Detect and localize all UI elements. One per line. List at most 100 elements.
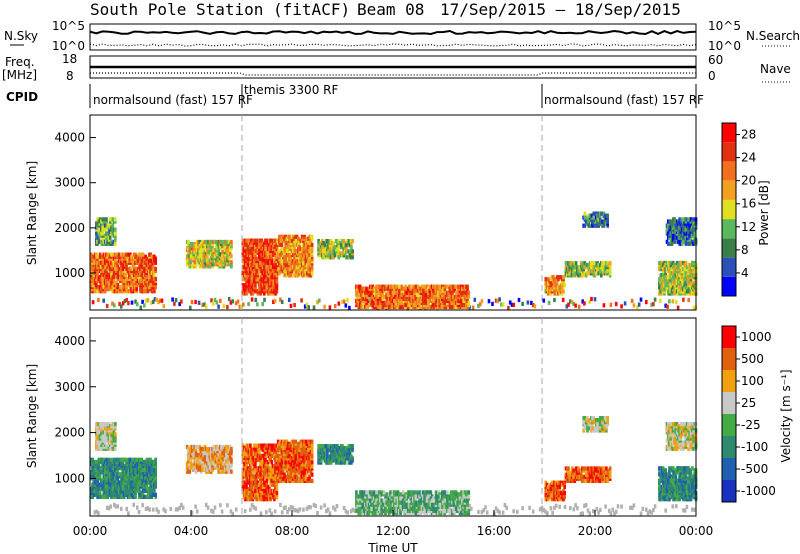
echo-cell: [286, 510, 289, 515]
echo-cell: [300, 271, 304, 276]
echo-cell: [447, 290, 450, 295]
echo-cell: [229, 509, 233, 514]
echo-cell: [393, 298, 396, 303]
echo-cell: [101, 233, 104, 238]
echo-cell: [342, 299, 346, 304]
echo-cell: [271, 244, 275, 249]
echo-cell: [194, 264, 198, 269]
echo-cell: [90, 252, 93, 257]
echo-cell: [100, 233, 103, 238]
echo-cell: [666, 304, 669, 309]
echo-cell: [268, 508, 272, 513]
echo-cell: [316, 300, 319, 305]
echo-cell: [345, 243, 348, 248]
echo-cell: [372, 300, 376, 305]
echo-cell: [606, 213, 609, 218]
echo-cell: [650, 302, 653, 307]
echo-cell: [333, 304, 337, 309]
echo-cell: [124, 272, 127, 277]
echo-cell: [114, 504, 118, 509]
echo-cell: [274, 275, 277, 280]
echo-cell: [100, 239, 103, 244]
echo-cell: [100, 225, 103, 230]
echo-cell: [210, 298, 213, 303]
echo-cell: [682, 287, 685, 292]
echo-cell: [684, 227, 688, 232]
echo-cell: [125, 276, 128, 282]
echo-cell: [544, 509, 547, 514]
echo-cell: [398, 284, 401, 289]
echo-cell: [586, 508, 590, 513]
echo-cell: [242, 283, 246, 288]
echo-cell: [116, 283, 120, 288]
echo-cell: [231, 511, 234, 516]
echo-cell: [574, 303, 577, 308]
echo-cell: [259, 511, 263, 516]
echo-cell: [572, 301, 576, 306]
echo-cell: [521, 506, 524, 511]
echo-cell: [273, 298, 277, 303]
echo-cell: [682, 260, 685, 266]
echo-cell: [91, 300, 95, 305]
echo-cell: [234, 301, 238, 306]
echo-cell: [553, 505, 556, 510]
echo-cell: [158, 298, 162, 303]
echo-cell: [293, 508, 296, 513]
echo-cell: [145, 256, 149, 261]
echo-cell: [119, 285, 122, 290]
echo-cell: [531, 303, 535, 308]
echo-cell: [679, 260, 683, 266]
echo-cell: [199, 250, 203, 255]
echo-cell: [341, 299, 344, 304]
echo-cell: [102, 422, 106, 427]
echo-cell: [432, 298, 435, 303]
echo-cell: [254, 506, 257, 511]
echo-cell: [505, 505, 508, 510]
echo-cell: [191, 264, 194, 269]
echo-cell: [140, 457, 144, 462]
echo-cell: [346, 255, 349, 260]
echo-cell: [162, 304, 166, 309]
echo-cell: [95, 509, 98, 514]
echo-cell: [682, 223, 685, 228]
echo-cell: [578, 265, 582, 270]
echo-cell: [269, 271, 272, 276]
echo-cell: [340, 243, 343, 248]
echo-cell: [295, 269, 299, 274]
echo-cell: [484, 505, 487, 510]
nave-tick-top: 60: [708, 53, 723, 67]
echo-cell: [452, 284, 455, 289]
echo-cell: [623, 301, 627, 306]
echo-cell: [323, 243, 327, 248]
echo-cell: [449, 296, 453, 301]
echo-cell: [473, 297, 477, 302]
echo-cell: [667, 241, 670, 246]
echo-cell: [512, 302, 515, 307]
echo-cell: [102, 285, 106, 290]
echo-cell: [405, 290, 409, 295]
echo-cell: [297, 236, 300, 241]
colorbar-tick-label: 16: [741, 197, 756, 211]
echo-cell: [108, 217, 112, 222]
echo-cell: [298, 257, 301, 262]
echo-cell: [180, 502, 183, 508]
echo-cell: [198, 244, 202, 249]
echo-cell: [130, 300, 134, 305]
echo-cell: [367, 298, 371, 303]
echo-cell: [562, 289, 565, 294]
echo-cell: [295, 508, 298, 513]
echo-cell: [212, 250, 216, 255]
echo-cell: [659, 298, 662, 303]
echo-cell: [609, 511, 613, 516]
echo-cell: [322, 243, 325, 248]
echo-cell: [274, 269, 277, 274]
echo-cell: [137, 509, 141, 515]
nave-series: [90, 72, 696, 76]
echo-cell: [423, 294, 426, 299]
echo-cell: [436, 305, 439, 310]
echo-cell: [300, 298, 303, 303]
echo-cell: [101, 229, 104, 234]
echo-cell: [206, 505, 210, 510]
echo-cell: [100, 260, 103, 265]
